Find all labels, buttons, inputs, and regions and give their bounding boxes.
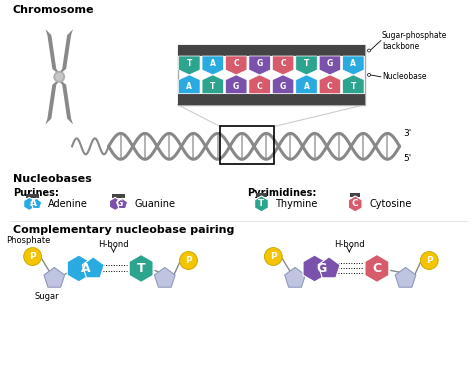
Text: C: C	[233, 59, 239, 68]
Bar	[178, 45, 365, 56]
Text: Phosphate: Phosphate	[7, 235, 51, 245]
Text: G: G	[256, 59, 263, 68]
Text: A: A	[350, 59, 356, 68]
Polygon shape	[46, 29, 60, 74]
Circle shape	[180, 252, 197, 269]
Text: A: A	[186, 82, 192, 91]
Bar	[350, 193, 360, 197]
Polygon shape	[31, 198, 42, 208]
Text: Purines:: Purines:	[13, 188, 59, 198]
Text: A: A	[210, 59, 216, 68]
Circle shape	[55, 73, 63, 81]
Polygon shape	[58, 29, 73, 74]
Polygon shape	[296, 75, 317, 94]
Polygon shape	[303, 255, 326, 282]
Polygon shape	[296, 56, 317, 75]
Text: C: C	[327, 82, 333, 91]
Polygon shape	[46, 80, 60, 125]
Polygon shape	[249, 75, 270, 94]
Text: C: C	[280, 59, 286, 68]
Text: P: P	[29, 252, 36, 261]
Bar	[112, 194, 125, 198]
Text: G: G	[327, 59, 333, 68]
Text: G: G	[317, 262, 327, 275]
Polygon shape	[319, 56, 341, 75]
Text: Guanine: Guanine	[134, 199, 175, 209]
Circle shape	[264, 247, 282, 266]
Text: Nucleobases: Nucleobases	[13, 174, 91, 184]
Text: C: C	[352, 200, 358, 208]
Text: Complementary nucleobase pairing: Complementary nucleobase pairing	[13, 225, 234, 235]
Polygon shape	[24, 197, 35, 210]
Text: T: T	[351, 82, 356, 91]
Polygon shape	[58, 80, 73, 125]
Polygon shape	[109, 197, 121, 210]
Polygon shape	[226, 75, 247, 94]
Polygon shape	[348, 196, 362, 212]
Polygon shape	[82, 257, 104, 278]
Polygon shape	[273, 56, 294, 75]
Polygon shape	[273, 75, 294, 94]
Text: Sugar: Sugar	[34, 292, 59, 301]
Polygon shape	[319, 75, 341, 94]
Bar	[26, 194, 39, 198]
Bar	[256, 193, 266, 197]
Polygon shape	[395, 267, 416, 287]
Polygon shape	[255, 196, 268, 212]
Polygon shape	[226, 56, 247, 75]
Text: T: T	[187, 59, 192, 68]
Circle shape	[24, 247, 42, 266]
Text: P: P	[426, 256, 432, 265]
Bar	[178, 94, 365, 105]
Text: C: C	[257, 82, 263, 91]
Polygon shape	[179, 75, 200, 94]
Text: T: T	[137, 262, 146, 275]
Bar	[178, 45, 365, 105]
Text: G: G	[233, 82, 239, 91]
Text: T: T	[210, 82, 216, 91]
Text: P: P	[270, 252, 277, 261]
Circle shape	[53, 71, 65, 83]
Text: Thymine: Thymine	[275, 199, 318, 209]
Bar	[220, 127, 274, 164]
Polygon shape	[343, 75, 364, 94]
Polygon shape	[285, 267, 305, 287]
Text: A: A	[81, 262, 91, 275]
Text: 5': 5'	[403, 154, 412, 163]
Circle shape	[367, 49, 371, 52]
Text: Sugar-phosphate
backbone: Sugar-phosphate backbone	[382, 30, 447, 51]
Text: Chromosome: Chromosome	[13, 5, 94, 15]
Text: C: C	[373, 262, 382, 275]
Polygon shape	[343, 56, 364, 75]
Polygon shape	[129, 254, 153, 282]
Text: G: G	[280, 82, 286, 91]
Text: H-bond: H-bond	[334, 240, 365, 249]
Text: T: T	[258, 200, 264, 208]
Text: Adenine: Adenine	[48, 199, 88, 209]
Text: Nucleobase: Nucleobase	[382, 72, 426, 81]
Text: Pyrimidines:: Pyrimidines:	[246, 188, 316, 198]
Text: G: G	[115, 200, 122, 208]
Text: A: A	[303, 82, 310, 91]
Text: 3': 3'	[403, 129, 412, 138]
Polygon shape	[202, 56, 224, 75]
Circle shape	[367, 73, 371, 76]
Text: H-bond: H-bond	[98, 240, 129, 249]
Polygon shape	[365, 254, 389, 282]
Polygon shape	[67, 255, 91, 282]
Polygon shape	[202, 75, 224, 94]
Text: P: P	[185, 256, 192, 265]
Text: Cytosine: Cytosine	[369, 199, 411, 209]
Polygon shape	[179, 56, 200, 75]
Polygon shape	[155, 267, 175, 287]
Text: T: T	[304, 59, 309, 68]
Polygon shape	[44, 267, 64, 287]
Polygon shape	[249, 56, 270, 75]
Polygon shape	[117, 198, 128, 208]
Polygon shape	[318, 257, 340, 278]
Text: A: A	[29, 200, 36, 208]
Circle shape	[420, 252, 438, 269]
